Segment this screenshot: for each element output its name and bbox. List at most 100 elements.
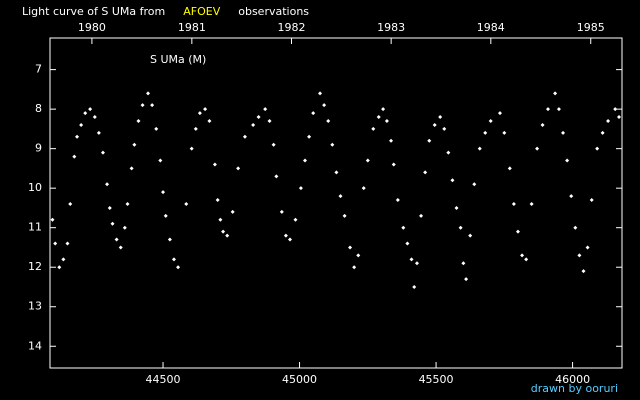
data-point [330,142,335,147]
x2-tick-label: 1982 [277,21,305,34]
data-point [274,174,279,179]
data-point [251,122,256,127]
data-point [595,146,600,151]
y-tick-label: 12 [28,260,42,273]
data-point [122,225,127,230]
data-point [573,225,578,230]
data-point [218,217,223,222]
x2-tick-label: 1980 [78,21,106,34]
data-point [352,265,357,270]
data-point [427,138,432,143]
data-point [167,237,172,242]
data-point [105,182,110,187]
data-point [483,130,488,135]
data-point [61,257,66,262]
data-point [57,265,62,270]
y-tick-label: 9 [35,142,42,155]
data-point [468,233,473,238]
y-tick-label: 11 [28,221,42,234]
data-point [215,198,220,203]
data-point [589,198,594,203]
data-point [189,146,194,151]
data-point [88,107,93,112]
data-point [613,107,618,112]
data-point [365,158,370,163]
data-point [511,201,516,206]
title-segment: observations [238,5,309,18]
x2-tick-label: 1981 [178,21,206,34]
data-point [488,118,493,123]
y-tick-label: 14 [28,339,42,352]
data-point [556,107,561,112]
data-point [114,237,119,242]
data-point [472,182,477,187]
data-point [146,91,151,96]
x-tick-label: 44500 [146,373,181,386]
data-point [606,118,611,123]
data-point [338,194,343,199]
data-point [171,257,176,262]
data-point [287,237,292,242]
data-point [401,225,406,230]
data-point [348,245,353,250]
data-point [381,107,386,112]
y-tick-label: 8 [35,102,42,115]
data-point [263,107,268,112]
data-point [446,150,451,155]
data-point [68,201,73,206]
data-point [361,186,366,191]
data-point [577,253,582,258]
data-point [207,118,212,123]
x-tick-label: 46000 [555,373,590,386]
data-point [356,253,361,258]
data-point [322,103,327,108]
data-point [221,229,226,234]
data-point [225,233,230,238]
y-tick-label: 7 [35,63,42,76]
data-point [414,261,419,266]
data-point [184,201,189,206]
data-point [154,126,159,131]
data-point [405,241,410,246]
data-point [409,257,414,262]
data-point [371,126,376,131]
data-point [150,103,155,108]
data-point [565,158,570,163]
data-point [477,146,482,151]
data-point [140,103,145,108]
data-point [442,126,447,131]
data-point [450,178,455,183]
x2-tick-label: 1985 [577,21,605,34]
data-point [507,166,512,171]
y-tick-label: 10 [28,181,42,194]
data-point [581,269,586,274]
data-point [79,122,84,127]
data-point [96,130,101,135]
data-point [540,122,545,127]
data-point [384,118,389,123]
data-point [561,130,566,135]
x2-tick-label: 1984 [477,21,505,34]
data-point [391,162,396,167]
x-tick-label: 45000 [282,373,317,386]
data-point [279,209,284,214]
data-point [342,213,347,218]
data-point [65,241,70,246]
data-point [326,118,331,123]
data-point [461,261,466,266]
data-point [303,158,308,163]
data-point [464,277,469,282]
data-point [412,284,417,289]
data-point [423,170,428,175]
title-segment: Light curve of S UMa from [22,5,165,18]
data-point [271,142,276,147]
data-point [193,126,198,131]
data-point [395,198,400,203]
data-point [267,118,272,123]
data-point [256,115,261,120]
title: Light curve of S UMa from AFOEV observatio… [22,5,309,18]
data-point [318,91,323,96]
data-point [334,170,339,175]
x2-tick-label: 1983 [377,21,405,34]
data-point [515,229,520,234]
